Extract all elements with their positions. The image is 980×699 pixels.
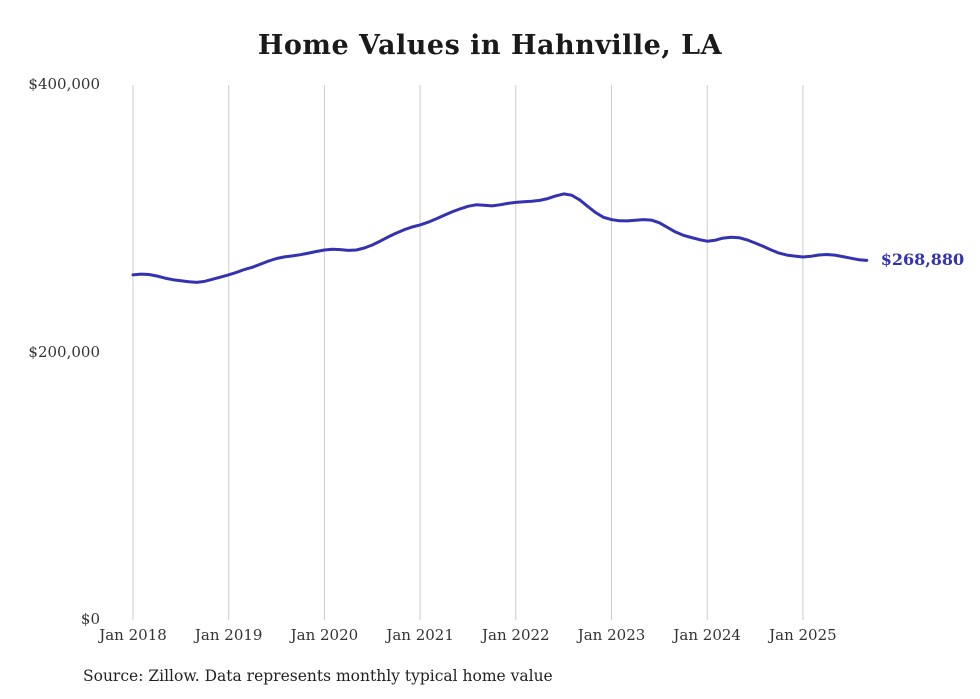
x-tick-jan-2025: Jan 2025 — [769, 626, 837, 644]
x-tick-jan-2024: Jan 2024 — [673, 626, 741, 644]
x-tick-jan-2018: Jan 2018 — [99, 626, 167, 644]
current-value-label: $268,880 — [880, 250, 965, 270]
y-tick-400000: $400,000 — [28, 75, 100, 93]
x-tick-jan-2019: Jan 2019 — [194, 626, 263, 644]
x-tick-jan-2023: Jan 2023 — [577, 626, 646, 644]
chart-title: Home Values in Hahnville, LA — [257, 30, 723, 61]
x-tick-jan-2020: Jan 2020 — [290, 626, 359, 644]
home-value-line — [131, 192, 869, 284]
x-tick-jan-2021: Jan 2021 — [386, 626, 454, 644]
x-tick-jan-2022: Jan 2022 — [482, 626, 550, 644]
y-tick-200000: $200,000 — [28, 342, 100, 361]
y-tick-0: $0 — [80, 610, 100, 628]
source-note: Source: Zillow. Data represents monthly … — [83, 667, 553, 685]
